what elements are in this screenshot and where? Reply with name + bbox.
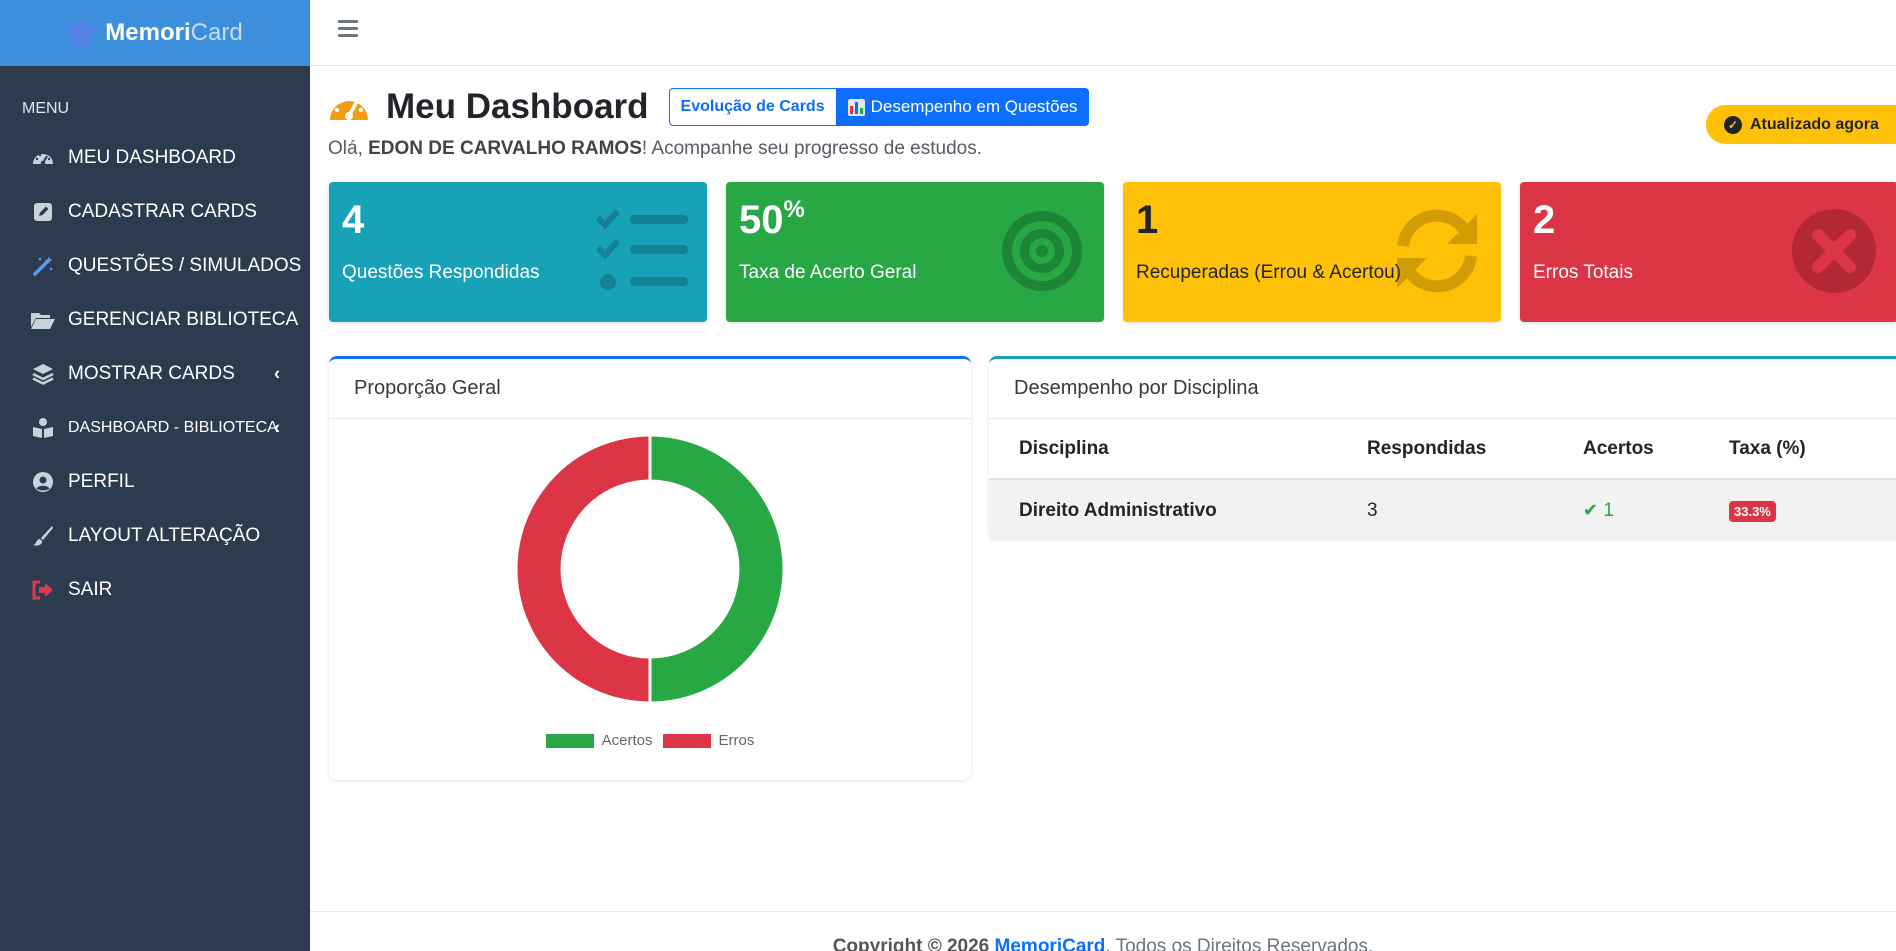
tab-label: Desempenho em Questões [870, 97, 1078, 116]
user-circle-icon [30, 469, 56, 495]
stat-value: 4 [342, 198, 365, 242]
tasks-icon [595, 208, 688, 290]
panel-title: Proporção Geral [329, 359, 971, 419]
stat-label: Recuperadas (Errou & Acertou) [1136, 262, 1402, 283]
sidebar-item-label: DASHBOARD - BIBLIOTECA [68, 419, 278, 436]
tab-evolucao-de-cards[interactable]: Evolução de Cards [668, 88, 837, 126]
cell-disciplina: Direito Administrativo [989, 479, 1337, 541]
stat-label: Questões Respondidas [342, 262, 540, 283]
stat-card-erros-totais: 2 Erros Totais [1520, 182, 1896, 322]
sidebar-item-label: PERFIL [68, 471, 135, 492]
view-toggle: Evolução de Cards Desempenho em Questões [668, 88, 1089, 126]
greeting: Olá, EDON DE CARVALHO RAMOS! Acompanhe s… [328, 138, 982, 159]
chevron-left-icon[interactable]: ‹ [274, 417, 280, 438]
folder-open-icon [30, 307, 56, 333]
brand[interactable]: MemoriCard [0, 0, 310, 66]
updated-badge: ✓ Atualizado agora [1706, 105, 1896, 144]
sidebar-item-mostrar-cards[interactable]: MOSTRAR CARDS ‹ [0, 347, 310, 401]
stat-value: 2 [1533, 198, 1556, 242]
bar-chart-icon [847, 98, 865, 116]
table-header-row: Disciplina Respondidas Acertos Taxa (%) [989, 419, 1896, 480]
discipline-panel: Desempenho por Disciplina Disciplina Res… [989, 356, 1896, 541]
rate-badge: 33.3% [1729, 500, 1776, 522]
cell-taxa: 33.3% [1699, 479, 1896, 541]
check-icon: ✔ [1583, 499, 1599, 520]
sidebar-item-cadastrar-cards[interactable]: CADASTRAR CARDS [0, 185, 310, 239]
sidebar: MemoriCard MENU MEU DASHBOARD CADASTRAR … [0, 0, 310, 951]
column-header[interactable]: Disciplina [989, 419, 1337, 480]
check-circle-icon: ✓ [1724, 115, 1742, 134]
sidebar-item-questoes-simulados[interactable]: QUESTÕES / SIMULADOS [0, 239, 310, 293]
cell-acertos: ✔ 1 [1553, 479, 1699, 541]
sidebar-item-sair[interactable]: SAIR [0, 563, 310, 617]
legend-swatch [662, 733, 711, 748]
donut-slice-erros[interactable] [514, 435, 652, 705]
legend-swatch [545, 733, 594, 748]
sidebar-item-meu-dashboard[interactable]: MEU DASHBOARD [0, 131, 310, 185]
chart-legend: Acertos Erros [329, 732, 971, 749]
layers-icon [30, 361, 56, 387]
sidebar-item-layout-alteracao[interactable]: LAYOUT ALTERAÇÃO [0, 509, 310, 563]
sidebar-item-dashboard-biblioteca[interactable]: DASHBOARD - BIBLIOTECA ‹ [0, 401, 310, 455]
magic-wand-icon [30, 253, 56, 279]
main-content: Meu Dashboard Evolução de Cards Desempen… [310, 66, 1896, 911]
target-icon [1002, 211, 1082, 291]
donut-chart [514, 435, 786, 705]
paint-brush-icon [30, 523, 56, 549]
tab-desempenho-em-questoes[interactable]: Desempenho em Questões [836, 88, 1089, 126]
stat-value: 1 [1136, 198, 1159, 242]
sidebar-item-label: CADASTRAR CARDS [68, 201, 257, 222]
legend-item-acertos[interactable]: Acertos [545, 732, 653, 749]
sidebar-item-label: MEU DASHBOARD [68, 147, 236, 168]
footer-brand-link[interactable]: MemoriCard [994, 936, 1106, 951]
sidebar-item-label: GERENCIAR BIBLIOTECA [68, 309, 299, 330]
topbar [310, 0, 1896, 66]
sign-out-icon [30, 577, 56, 603]
brand-logo-icon [67, 20, 94, 46]
panel-title: Desempenho por Disciplina [989, 359, 1896, 419]
page-header: Meu Dashboard Evolução de Cards Desempen… [328, 86, 1089, 128]
discipline-table: Disciplina Respondidas Acertos Taxa (%) … [989, 419, 1896, 541]
brand-name: MemoriCard [105, 19, 243, 46]
sidebar-item-label: SAIR [68, 579, 113, 600]
legend-item-erros[interactable]: Erros [662, 732, 754, 749]
sidebar-item-gerenciar-biblioteca[interactable]: GERENCIAR BIBLIOTECA [0, 293, 310, 347]
hamburger-menu-icon[interactable] [338, 20, 358, 40]
cell-respondidas: 3 [1337, 479, 1553, 541]
edit-icon [30, 199, 56, 225]
book-reader-icon [30, 415, 56, 441]
user-name: EDON DE CARVALHO RAMOS [368, 138, 642, 159]
chevron-left-icon[interactable]: ‹ [274, 363, 280, 384]
proportion-panel: Proporção Geral Acertos Erros [329, 356, 971, 780]
menu-header: MENU [22, 100, 70, 117]
column-header[interactable]: Taxa (%) [1699, 419, 1896, 480]
sidebar-item-label: LAYOUT ALTERAÇÃO [68, 525, 261, 546]
times-circle-icon [1792, 209, 1876, 293]
table-row[interactable]: Direito Administrativo 3 ✔ 1 33.3% [989, 479, 1896, 541]
sidebar-item-label: MOSTRAR CARDS [68, 363, 235, 384]
stat-label: Erros Totais [1533, 262, 1633, 283]
donut-slice-acertos[interactable] [648, 435, 786, 705]
column-header[interactable]: Acertos [1553, 419, 1699, 480]
sync-icon [1397, 209, 1477, 293]
page-title: Meu Dashboard [386, 87, 649, 126]
gauge-icon [30, 145, 56, 171]
stat-card-recuperadas: 1 Recuperadas (Errou & Acertou) [1123, 182, 1501, 322]
stat-card-questoes-respondidas: 4 Questões Respondidas [329, 182, 707, 322]
sidebar-item-label: QUESTÕES / SIMULADOS [68, 255, 302, 276]
sidebar-item-perfil[interactable]: PERFIL [0, 455, 310, 509]
stat-value: 50% [739, 196, 805, 242]
gauge-icon [330, 94, 368, 120]
stat-card-taxa-acerto: 50% Taxa de Acerto Geral [726, 182, 1104, 322]
column-header[interactable]: Respondidas [1337, 419, 1553, 480]
footer: Copyright © 2026 MemoriCard. Todos os Di… [310, 911, 1896, 951]
stat-label: Taxa de Acerto Geral [739, 262, 917, 283]
